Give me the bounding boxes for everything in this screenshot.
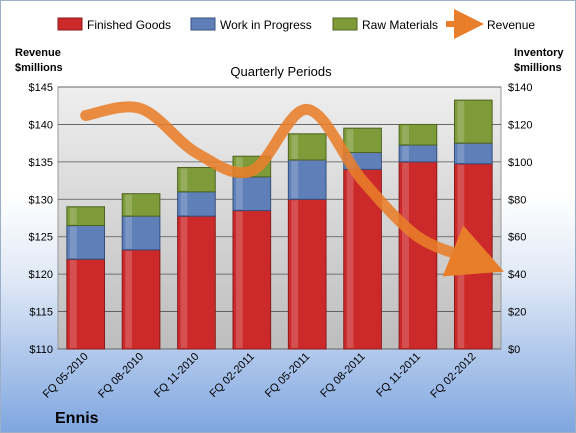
right-tick-label: $60 [508,232,526,244]
bar-highlight-finished-goods-4 [291,200,299,348]
bar-finished-goods-1 [121,249,161,350]
legend-swatch-raw-materials [332,17,358,31]
bar-raw-materials-6 [398,123,438,146]
right-tick-label: $140 [508,82,532,94]
left-tick-label: $120 [29,269,53,281]
bar-raw-materials-0 [66,206,106,226]
bar-highlight-raw-materials-0 [69,207,77,225]
x-tick-label: FQ 11-2010 [152,351,201,400]
bar-highlight-finished-goods-5 [346,170,354,348]
left-tick-label: $110 [29,344,53,356]
bar-highlight-work-in-progress-1 [125,217,133,249]
x-tick-label: FQ 08-2010 [96,351,146,401]
bar-raw-materials-2 [177,166,216,193]
bar-highlight-finished-goods-6 [402,162,409,348]
x-tick-label: FQ 02-2012 [428,351,478,401]
right-tick-label: $120 [508,119,532,131]
legend-swatch-finished-goods [57,17,83,31]
bar-finished-goods-3 [232,210,272,350]
x-tick-label: FQ 08-2011 [318,351,367,400]
bar-raw-materials-1 [121,193,161,217]
right-tick-label: $100 [508,157,532,169]
revenue-line [80,101,504,277]
bar-highlight-work-in-progress-4 [291,160,299,199]
x-tick-label: FQ 02-2011 [208,351,257,400]
bar-highlight-raw-materials-2 [180,168,188,191]
company-name: Ennis [55,410,99,427]
x-axis-ticks: FQ 05-2010 FQ 08-2010 FQ 11-2010 FQ 02-2011… [41,351,479,401]
right-axis-title-line2: $millions [514,62,562,74]
bar-highlight-raw-materials-4 [291,134,299,159]
bar-highlight-work-in-progress-0 [69,226,77,259]
bar-highlight-work-in-progress-6 [402,146,409,161]
bar-highlight-work-in-progress-2 [180,192,188,216]
left-tick-label: $115 [29,307,53,319]
right-tick-label: $80 [508,194,526,206]
x-tick-label: FQ 05-2011 [263,351,312,400]
bar-highlight-raw-materials-6 [402,125,409,145]
legend-label-work-in-progress: Work in Progress [220,18,312,32]
legend-label-finished-goods: Finished Goods [87,18,171,32]
bar-finished-goods-4 [287,198,327,350]
bar-highlight-work-in-progress-7 [457,144,465,163]
legend-label-raw-materials: Raw Materials [362,18,438,32]
bar-work-in-progress-4 [287,159,327,200]
bar-highlight-work-in-progress-3 [235,177,243,210]
left-tick-label: $130 [29,194,53,206]
left-axis-title-line2: $millions [15,62,63,74]
bar-highlight-finished-goods-0 [69,260,77,348]
left-axis-ticks: $110 $115 $120 $125 $130 $135 $140 $145 [29,82,53,356]
bars [66,99,493,350]
bar-finished-goods-2 [177,215,216,350]
left-tick-label: $135 [29,157,53,169]
revenue-line-path [80,101,504,277]
bar-work-in-progress-1 [121,215,161,251]
bar-highlight-raw-materials-1 [125,194,133,216]
right-tick-label: $20 [508,307,526,319]
legend: Finished Goods Work in Progress Raw Mate… [57,9,535,39]
bar-highlight-raw-materials-3 [235,157,243,176]
bar-highlight-finished-goods-3 [235,211,243,348]
bar-highlight-finished-goods-1 [125,250,133,348]
bar-raw-materials-4 [287,133,327,161]
chart-title: Quarterly Periods [230,64,332,79]
right-tick-label: $0 [508,344,520,356]
left-tick-label: $145 [29,82,53,94]
bar-finished-goods-6 [398,161,438,350]
legend-label-revenue: Revenue [487,18,535,32]
bar-raw-materials-7 [453,99,493,144]
bar-finished-goods-0 [66,258,106,350]
bar-raw-materials-5 [343,127,382,153]
x-tick-label: FQ 11-2011 [374,351,423,400]
x-tick-label: FQ 05-2010 [41,351,91,401]
bar-highlight-finished-goods-2 [180,217,188,348]
bar-highlight-raw-materials-7 [457,101,465,143]
legend-swatch-work-in-progress [190,17,216,31]
bar-highlight-raw-materials-5 [346,129,354,152]
right-axis-title-line1: Inventory [514,47,564,59]
right-tick-label: $40 [508,269,526,281]
right-axis-ticks: $0 $20 $40 $60 $80 $100 $120 $140 [508,82,532,356]
bar-work-in-progress-2 [177,191,216,217]
left-axis-title-line1: Revenue [15,47,61,59]
left-tick-label: $125 [29,232,53,244]
left-tick-label: $140 [29,119,53,131]
